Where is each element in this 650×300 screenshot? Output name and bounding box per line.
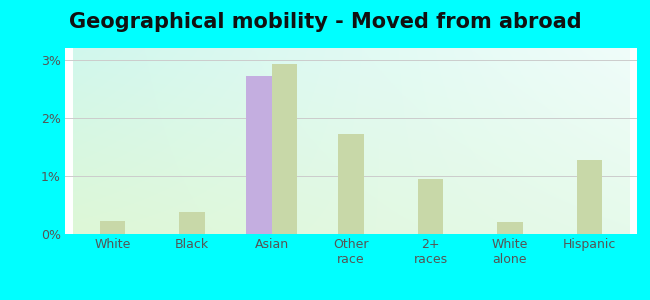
Bar (272, 64, 297, 234)
Bar (246, 76, 272, 234)
Text: Geographical mobility - Moved from abroad: Geographical mobility - Moved from abroa… (69, 12, 581, 32)
Bar (338, 134, 364, 234)
Bar (179, 212, 205, 234)
Bar (497, 222, 523, 234)
Bar (100, 221, 125, 234)
Bar (577, 160, 602, 234)
Bar (418, 179, 443, 234)
